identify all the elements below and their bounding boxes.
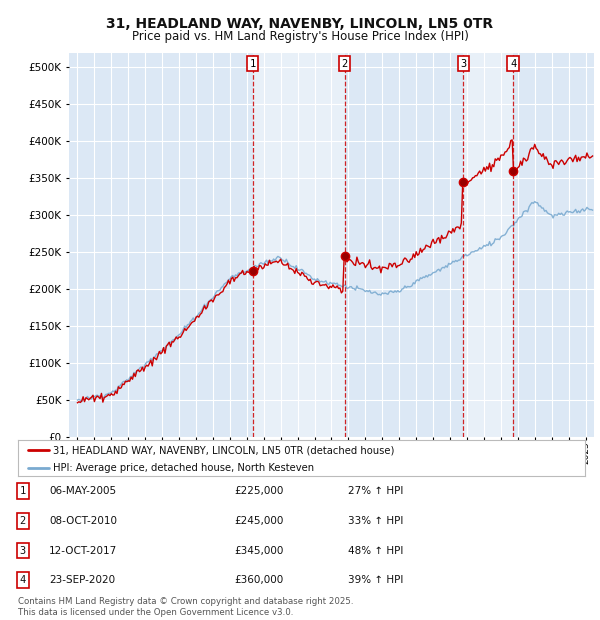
Text: 23-SEP-2020: 23-SEP-2020 bbox=[49, 575, 115, 585]
Text: 4: 4 bbox=[20, 575, 26, 585]
Text: 4: 4 bbox=[510, 59, 517, 69]
Text: 48% ↑ HPI: 48% ↑ HPI bbox=[348, 546, 403, 556]
Text: 33% ↑ HPI: 33% ↑ HPI bbox=[348, 516, 403, 526]
Text: 2: 2 bbox=[341, 59, 347, 69]
Text: 39% ↑ HPI: 39% ↑ HPI bbox=[348, 575, 403, 585]
Text: 08-OCT-2010: 08-OCT-2010 bbox=[49, 516, 117, 526]
Text: 31, HEADLAND WAY, NAVENBY, LINCOLN, LN5 0TR: 31, HEADLAND WAY, NAVENBY, LINCOLN, LN5 … bbox=[106, 17, 494, 32]
Text: £345,000: £345,000 bbox=[234, 546, 283, 556]
Text: £225,000: £225,000 bbox=[234, 486, 283, 496]
Text: 1: 1 bbox=[250, 59, 256, 69]
Text: HPI: Average price, detached house, North Kesteven: HPI: Average price, detached house, Nort… bbox=[53, 463, 314, 472]
Text: Contains HM Land Registry data © Crown copyright and database right 2025.
This d: Contains HM Land Registry data © Crown c… bbox=[18, 598, 353, 617]
Text: Price paid vs. HM Land Registry's House Price Index (HPI): Price paid vs. HM Land Registry's House … bbox=[131, 30, 469, 43]
Text: 06-MAY-2005: 06-MAY-2005 bbox=[49, 486, 116, 496]
Bar bbox=[69, 53, 253, 437]
Text: 3: 3 bbox=[460, 59, 466, 69]
Text: 31, HEADLAND WAY, NAVENBY, LINCOLN, LN5 0TR (detached house): 31, HEADLAND WAY, NAVENBY, LINCOLN, LN5 … bbox=[53, 445, 395, 455]
Text: 2: 2 bbox=[20, 516, 26, 526]
Text: 3: 3 bbox=[20, 546, 26, 556]
Text: £245,000: £245,000 bbox=[234, 516, 283, 526]
Text: 1: 1 bbox=[20, 486, 26, 496]
Text: 12-OCT-2017: 12-OCT-2017 bbox=[49, 546, 118, 556]
Bar bbox=[463, 53, 513, 437]
Bar bbox=[344, 53, 463, 437]
Text: 27% ↑ HPI: 27% ↑ HPI bbox=[348, 486, 403, 496]
Bar bbox=[513, 53, 594, 437]
Bar bbox=[253, 53, 344, 437]
Text: £360,000: £360,000 bbox=[234, 575, 283, 585]
